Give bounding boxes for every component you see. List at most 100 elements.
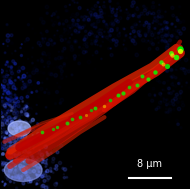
Circle shape	[91, 24, 93, 26]
Circle shape	[7, 153, 8, 154]
Circle shape	[13, 104, 16, 107]
Circle shape	[16, 115, 18, 117]
Circle shape	[164, 33, 167, 36]
Circle shape	[9, 82, 10, 84]
Point	[169, 51, 172, 54]
Circle shape	[8, 86, 10, 88]
Circle shape	[13, 149, 14, 150]
Circle shape	[24, 167, 28, 170]
Circle shape	[139, 34, 142, 37]
Circle shape	[12, 166, 13, 167]
Circle shape	[70, 17, 71, 18]
Circle shape	[71, 74, 73, 76]
Circle shape	[9, 81, 12, 84]
Circle shape	[72, 22, 76, 26]
Circle shape	[2, 98, 5, 101]
Circle shape	[21, 87, 24, 90]
Circle shape	[112, 8, 114, 10]
Circle shape	[42, 82, 43, 83]
Circle shape	[4, 114, 5, 115]
Circle shape	[32, 135, 33, 136]
Circle shape	[161, 67, 162, 69]
Circle shape	[10, 91, 12, 93]
Point	[40, 131, 44, 134]
Circle shape	[11, 72, 13, 75]
Circle shape	[177, 107, 181, 111]
Circle shape	[169, 92, 173, 95]
Circle shape	[187, 70, 190, 73]
Circle shape	[4, 106, 7, 108]
Circle shape	[55, 91, 59, 94]
Circle shape	[33, 162, 34, 163]
Circle shape	[0, 102, 3, 106]
Circle shape	[26, 122, 28, 124]
Circle shape	[76, 31, 80, 34]
Circle shape	[31, 118, 34, 122]
Circle shape	[176, 36, 178, 39]
Circle shape	[56, 151, 59, 154]
Circle shape	[26, 113, 30, 116]
Circle shape	[149, 27, 150, 28]
Circle shape	[60, 98, 64, 102]
Circle shape	[16, 127, 18, 129]
Circle shape	[17, 137, 20, 140]
Circle shape	[38, 151, 41, 154]
Circle shape	[167, 27, 169, 29]
Circle shape	[33, 171, 35, 173]
Circle shape	[23, 157, 27, 160]
Circle shape	[132, 14, 134, 17]
Circle shape	[161, 93, 162, 94]
Circle shape	[42, 52, 45, 55]
Circle shape	[39, 44, 42, 47]
Circle shape	[17, 105, 20, 108]
Point	[116, 93, 119, 96]
Circle shape	[12, 135, 13, 136]
Circle shape	[29, 165, 31, 167]
Circle shape	[1, 163, 2, 165]
Circle shape	[0, 109, 2, 112]
Circle shape	[105, 36, 108, 39]
Circle shape	[75, 41, 76, 42]
Circle shape	[9, 131, 11, 133]
Circle shape	[5, 131, 8, 134]
Circle shape	[27, 115, 29, 117]
Circle shape	[138, 34, 140, 36]
Point	[154, 70, 157, 73]
Circle shape	[17, 104, 20, 108]
Circle shape	[148, 29, 150, 31]
Circle shape	[24, 126, 26, 128]
Circle shape	[174, 84, 177, 87]
Circle shape	[6, 121, 9, 125]
Circle shape	[37, 166, 38, 167]
Circle shape	[10, 135, 11, 137]
Circle shape	[3, 104, 6, 107]
Circle shape	[8, 66, 9, 67]
Circle shape	[117, 34, 121, 37]
Circle shape	[127, 15, 131, 18]
Circle shape	[8, 124, 11, 127]
Circle shape	[24, 120, 26, 123]
Circle shape	[4, 147, 7, 151]
Circle shape	[72, 0, 74, 1]
Circle shape	[160, 24, 162, 25]
Circle shape	[157, 16, 159, 18]
Circle shape	[24, 171, 26, 173]
Circle shape	[171, 23, 173, 25]
Circle shape	[25, 113, 28, 116]
Circle shape	[15, 88, 17, 90]
Circle shape	[10, 69, 13, 72]
Point	[122, 91, 125, 94]
Circle shape	[14, 176, 17, 179]
Circle shape	[106, 23, 107, 24]
Circle shape	[93, 23, 95, 24]
Circle shape	[21, 108, 24, 111]
Circle shape	[97, 45, 98, 46]
Circle shape	[25, 154, 27, 157]
Circle shape	[43, 160, 47, 164]
Circle shape	[90, 14, 92, 16]
Circle shape	[44, 161, 46, 163]
Circle shape	[21, 155, 25, 158]
Circle shape	[151, 33, 154, 37]
Point	[103, 104, 106, 107]
Circle shape	[36, 174, 40, 177]
